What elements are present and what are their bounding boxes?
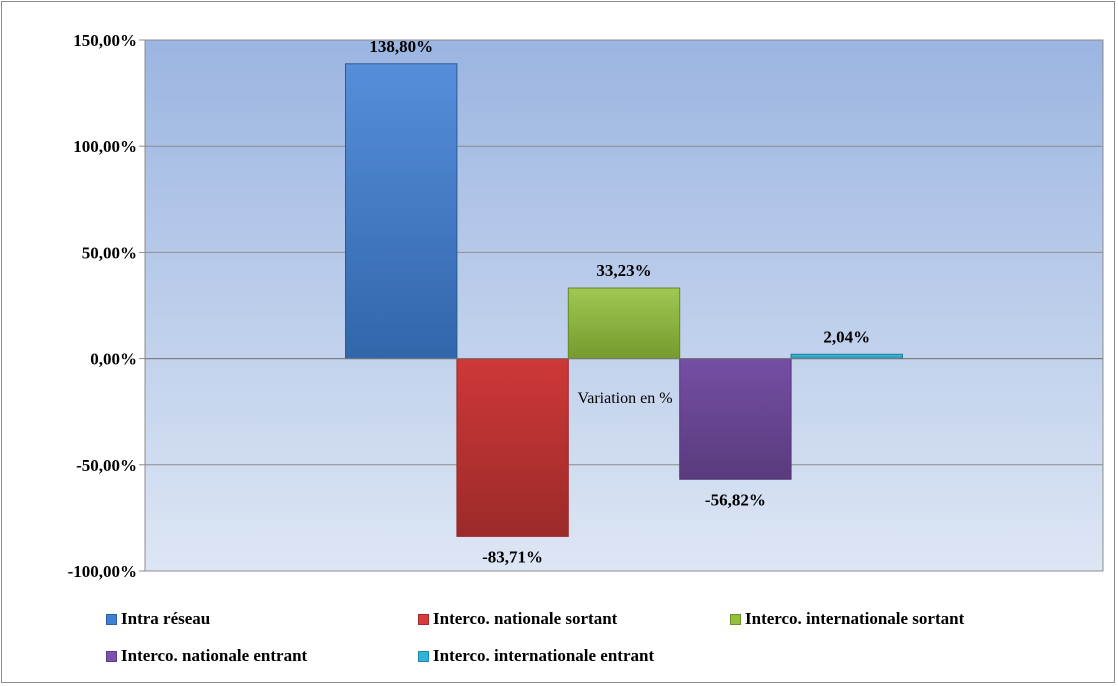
y-tick-label: 50,00% [82,243,137,262]
data-labels: 138,80% -83,71% 33,23% -56,82% 2,04% [369,37,870,567]
legend-item-intra-reseau: Intra réseau [106,608,418,630]
legend-swatch [418,613,429,625]
bar-1 [345,63,458,360]
legend-label: Interco. internationale entrant [433,646,655,665]
bar-3 [567,287,681,360]
data-label-5: 2,04% [823,327,870,346]
data-label-1: 138,80% [369,37,433,56]
legend-label: Intra réseau [121,609,211,628]
y-tick-label: -100,00% [68,562,137,581]
data-label-4: -56,82% [705,490,766,509]
legend-item-interco-nationale-entrant: Interco. nationale entrant [106,645,418,667]
legend-swatch [730,613,741,625]
legend-swatch [106,613,117,625]
legend-swatch [418,650,429,662]
bar-4 [679,358,792,480]
bars [345,63,903,537]
y-tick-label: 100,00% [73,137,137,156]
legend-item-interco-internationale-entrant: Interco. internationale entrant [418,645,758,667]
legend-item-interco-nationale-sortant: Interco. nationale sortant [418,608,730,630]
bar-5 [790,353,903,360]
data-label-3: 33,23% [596,261,651,280]
legend-label: Interco. nationale entrant [121,646,308,665]
y-tick-label: 0,00% [90,350,137,369]
legend-label: Interco. internationale sortant [745,609,965,628]
bar-2 [456,358,569,537]
y-axis-tick-labels: 150,00% 100,00% 50,00% 0,00% -50,00% -100,00% [68,31,137,581]
legend-swatch [106,650,117,662]
legend-label: Interco. nationale sortant [433,609,618,628]
y-tick-label: -50,00% [76,456,137,475]
legend: Intra réseau Interco. nationale sortant … [106,608,1106,667]
legend-item-interco-internationale-sortant: Interco. internationale sortant [730,608,1070,630]
data-label-2: -83,71% [482,547,543,566]
y-tick-label: 150,00% [73,31,137,50]
x-axis-title: Variation en % [577,390,672,407]
